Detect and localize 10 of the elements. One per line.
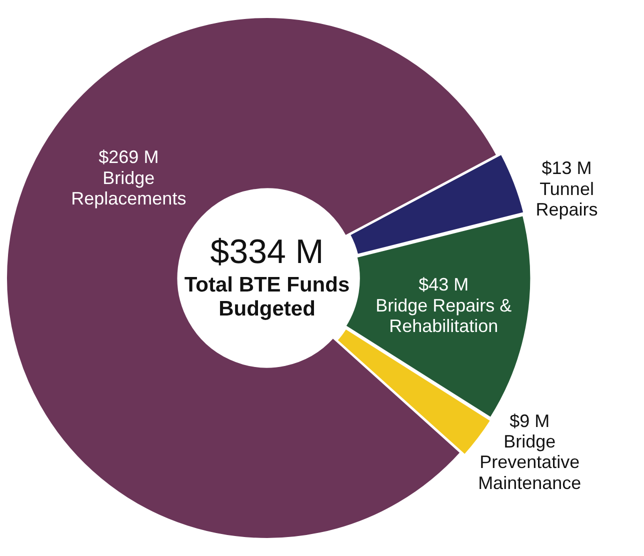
slice-label: Bridge Repairs & Rehabilitation [376,295,512,336]
data-label: $269 M [98,147,159,168]
slice-label: Bridge Preventative Maintenance [478,431,582,493]
text: Total BTE Funds Budgeted [184,273,350,320]
data-label: $43 M [418,274,469,295]
slice-label: Tunnel Repairs [536,178,598,220]
slice-label: Bridge Replacements [71,168,186,208]
data-label: $13 M [542,158,592,178]
text: $334 M [210,233,324,272]
data-label: $9 M [510,410,550,431]
